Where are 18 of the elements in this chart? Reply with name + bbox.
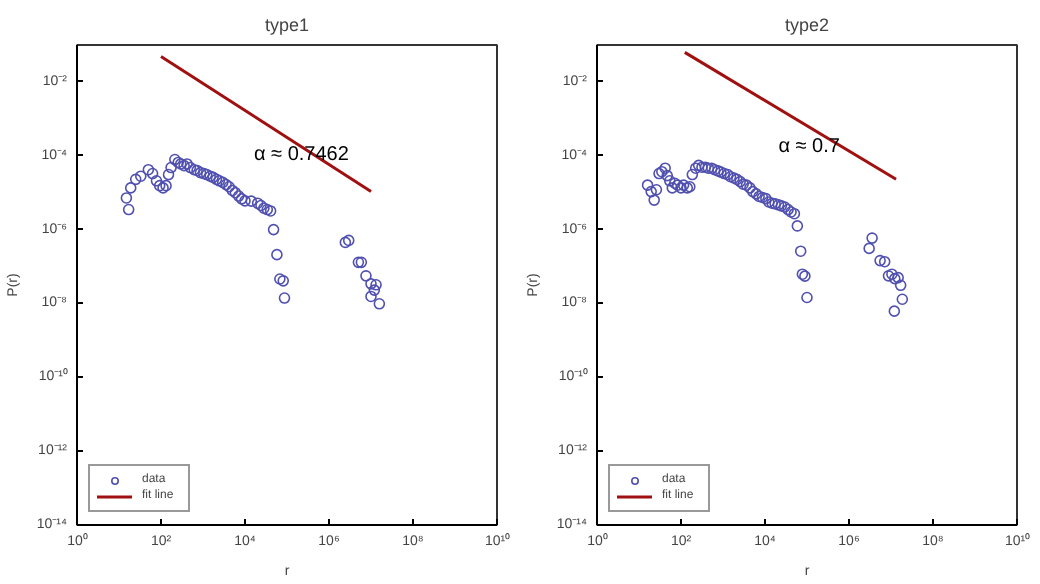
chart-title: type2: [784, 15, 830, 35]
point: [120, 192, 133, 204]
point: [274, 273, 286, 285]
point: [194, 166, 207, 179]
point: [267, 223, 280, 236]
point: [271, 248, 283, 261]
point: [165, 161, 177, 174]
point: [129, 173, 142, 186]
point: [184, 161, 197, 174]
point: [169, 153, 181, 166]
point: [122, 203, 135, 216]
point: [277, 275, 290, 287]
point: [251, 197, 264, 209]
point: [245, 195, 258, 207]
point: [134, 170, 147, 182]
annotation: α ≈ 0.7: [778, 135, 841, 158]
point: [278, 292, 291, 304]
chart-title: type1: [264, 15, 310, 35]
